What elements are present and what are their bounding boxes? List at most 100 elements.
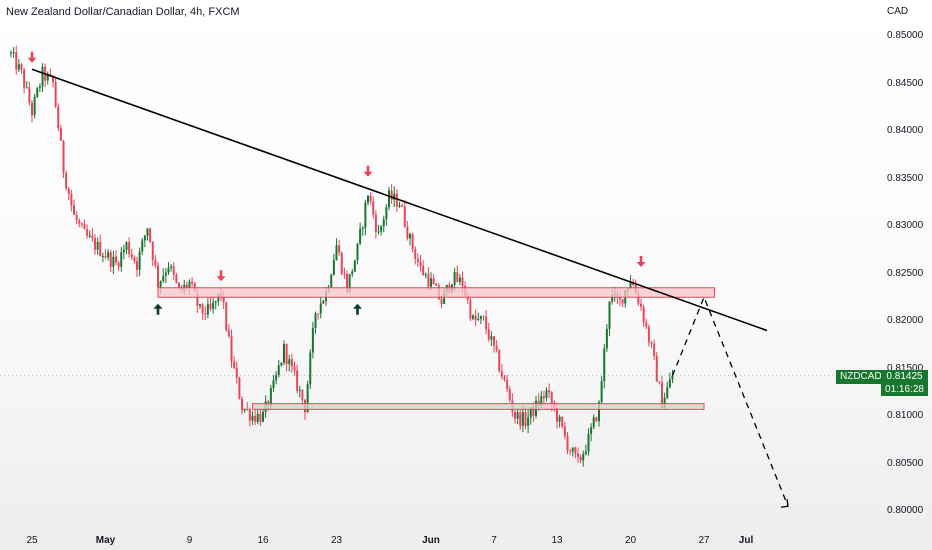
price-tick-label: 0.81000 — [887, 410, 924, 421]
candle-body — [83, 223, 86, 230]
candle-body — [15, 52, 18, 70]
time-tick-label: 25 — [26, 535, 38, 546]
resistance-zone — [157, 287, 715, 298]
candle-body — [262, 411, 264, 422]
candle-body — [254, 416, 257, 422]
candle-body — [138, 251, 141, 270]
candle-body — [469, 300, 472, 319]
candle-body — [603, 348, 606, 382]
candle-body — [185, 284, 188, 288]
candle-body — [666, 387, 669, 398]
candle-body — [440, 299, 443, 304]
candle-body — [309, 352, 312, 385]
price-chart[interactable] — [0, 0, 880, 530]
candle-body — [311, 327, 314, 353]
candle-body — [571, 447, 574, 452]
candle-body — [154, 260, 157, 266]
candle-body — [545, 390, 548, 399]
candle-body — [595, 417, 598, 422]
candle-body — [196, 291, 199, 306]
price-tick-label: 0.84500 — [887, 77, 924, 89]
candle-body — [136, 261, 138, 270]
candle-body — [403, 206, 406, 227]
candle-body — [290, 359, 293, 367]
candle-body — [348, 274, 351, 293]
candle-body — [62, 140, 65, 173]
candle-body — [332, 260, 335, 275]
candle-body — [277, 365, 280, 376]
candle-body — [172, 266, 175, 275]
candle-body — [122, 249, 125, 253]
candle-body — [416, 258, 419, 262]
candle-body — [532, 407, 535, 416]
candle-body — [540, 396, 543, 407]
candle-body — [272, 380, 275, 389]
time-tick-label: 27 — [698, 535, 710, 546]
candle-body — [54, 82, 57, 107]
last-price-label: 0.81425 01:16:28 — [881, 370, 928, 396]
candle-body — [592, 417, 595, 428]
candle-body — [658, 381, 661, 383]
candle-body — [38, 86, 41, 89]
candle-body — [422, 265, 425, 276]
candle-body — [143, 235, 146, 241]
candle-body — [351, 271, 354, 275]
candle-body — [73, 204, 75, 215]
arrow-down-icon — [636, 256, 646, 267]
time-tick-label: 16 — [257, 535, 269, 546]
candle-body — [178, 282, 180, 289]
candle-body — [566, 436, 569, 451]
candle-body — [590, 427, 593, 434]
candle-body — [458, 277, 461, 282]
candle-body — [579, 456, 582, 461]
time-tick-label: 20 — [624, 535, 637, 546]
candle-body — [661, 382, 663, 409]
candle-body — [25, 87, 28, 89]
arrow-down-icon — [363, 165, 373, 177]
projection-path — [671, 295, 789, 507]
candle-body — [10, 52, 12, 54]
candle-body — [550, 392, 553, 404]
candle-body — [301, 389, 304, 400]
candle-body — [487, 329, 490, 340]
candle-body — [293, 366, 296, 371]
candle-body — [598, 402, 600, 422]
candle-body — [529, 407, 532, 418]
candle-body — [238, 377, 241, 399]
candle-body — [23, 69, 26, 88]
candle-body — [521, 412, 524, 426]
candle-body — [78, 220, 81, 224]
arrow-up-icon — [353, 303, 362, 315]
candle-body — [561, 416, 564, 427]
support-zone — [252, 403, 705, 410]
candle-body — [369, 195, 372, 202]
price-tick-label: 0.82000 — [887, 315, 924, 326]
candle-body — [227, 330, 230, 337]
candle-body — [199, 304, 201, 306]
candle-body — [188, 281, 191, 288]
candle-body — [495, 345, 498, 351]
candle-body — [285, 344, 288, 365]
candle-body — [335, 245, 338, 261]
candle-body — [298, 389, 301, 391]
price-axis[interactable]: 0.85000 0.84500 0.84000 0.83500 0.83000 0.825… — [880, 0, 932, 550]
candle-body — [212, 302, 215, 309]
arrow-down-icon — [216, 270, 226, 282]
candle-body — [128, 242, 131, 255]
candle-body — [107, 252, 110, 258]
candle-body — [120, 252, 123, 267]
candle-body — [88, 235, 91, 237]
candle-body — [91, 235, 94, 239]
candle-body — [167, 267, 170, 273]
candle-body — [222, 295, 225, 303]
candle-body — [31, 102, 33, 116]
time-axis[interactable]: 25 May 9 16 23 Jun 7 13 20 27 Jul — [0, 530, 880, 550]
candle-body — [75, 214, 78, 221]
candle-body — [514, 411, 516, 419]
candle-body — [430, 278, 432, 287]
chart-area[interactable]: New Zealand Dollar/Canadian Dollar, 4h, … — [0, 0, 880, 530]
candle-body — [149, 228, 152, 242]
candle-body — [269, 388, 272, 406]
candle-body — [233, 361, 236, 368]
candle-body — [506, 379, 509, 390]
